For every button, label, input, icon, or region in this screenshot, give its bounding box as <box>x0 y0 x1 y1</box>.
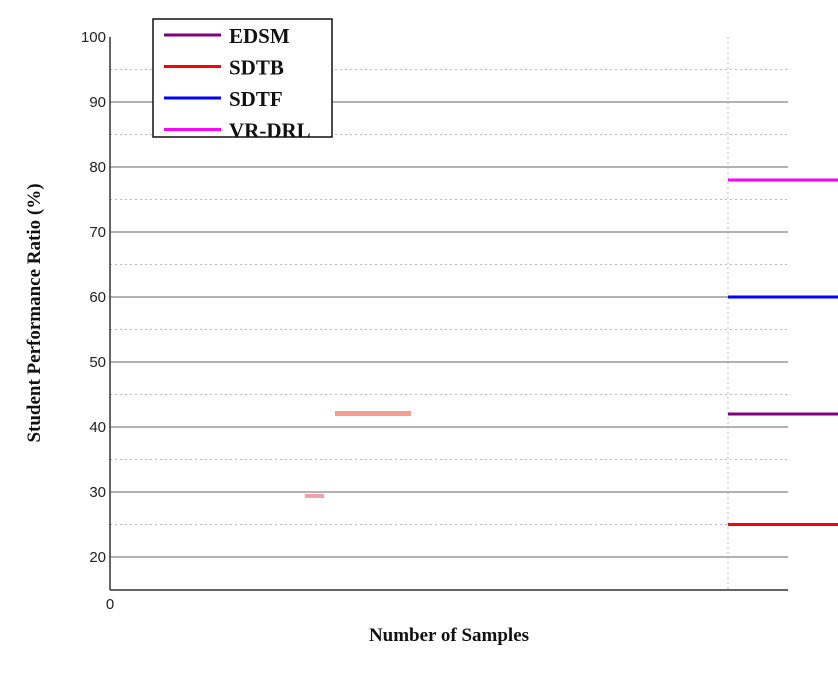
y-tick-label: 70 <box>89 224 106 241</box>
highlight-mark <box>335 411 411 416</box>
y-tick-label: 20 <box>89 549 106 566</box>
y-tick-label: 60 <box>89 289 106 306</box>
y-tick-label: 90 <box>89 94 106 111</box>
series-lines <box>728 178 838 526</box>
x-axis-label: Number of Samples <box>369 625 529 646</box>
y-tick-label: 50 <box>89 354 106 371</box>
y-tick-label: 40 <box>89 419 106 436</box>
grid <box>109 37 788 591</box>
legend-box <box>152 18 333 138</box>
y-tick-label: 30 <box>89 484 106 501</box>
y-tick-label: 80 <box>89 159 106 176</box>
series-line-sdtb <box>728 523 838 526</box>
legend-label: EDSM <box>229 24 290 48</box>
series-line-vr-drl <box>728 178 838 182</box>
y-tick-label: 100 <box>81 29 106 46</box>
legend-label: VR-DRL <box>229 119 311 143</box>
series-line-edsm <box>728 412 838 416</box>
highlight-mark <box>305 494 324 498</box>
legend-label: SDTF <box>229 87 283 111</box>
x-tick-label: 0 <box>106 596 114 613</box>
legend-label: SDTB <box>229 56 284 80</box>
tick-labels: 0204060801002030405060708090100 <box>81 29 114 613</box>
series-line-sdtf <box>728 295 838 299</box>
legend: EDSM SDTB SDTF VR-DRL <box>152 18 333 143</box>
y-axis-label: Student Performance Ratio (%) <box>24 183 45 442</box>
highlight-artifacts <box>305 411 411 498</box>
